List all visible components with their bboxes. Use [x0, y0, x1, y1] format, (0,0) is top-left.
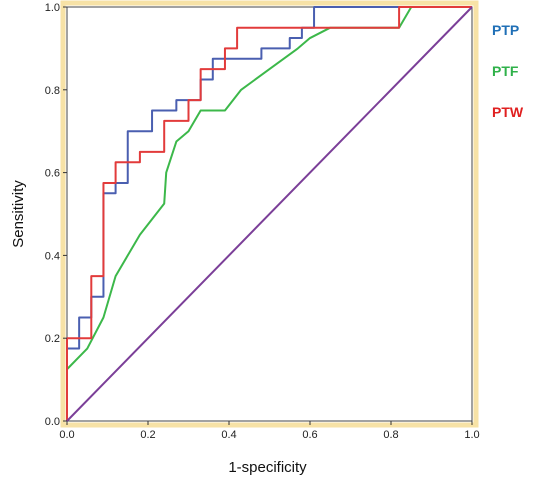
y-axis-title: Sensitivity	[10, 180, 27, 248]
y-tick-label: 1.0	[45, 2, 60, 14]
plot-frame	[60, 0, 479, 428]
legend-label-ptf: PTF	[492, 63, 519, 79]
x-tick-label: 0.2	[140, 429, 155, 441]
y-tick-label: 0.4	[45, 250, 60, 262]
legend-label-ptp: PTP	[492, 22, 519, 38]
y-tick-label: 0.0	[45, 416, 60, 428]
ptw-roc-line	[66, 6, 472, 421]
x-tick-label: 0.6	[302, 429, 317, 441]
y-tick-label: 0.6	[45, 168, 60, 180]
reference-diagonal-line	[66, 6, 473, 422]
y-tick-label: 0.2	[45, 333, 60, 345]
x-tick-label: 1.0	[464, 429, 479, 441]
x-tick-label: 0.0	[59, 429, 74, 441]
y-tick-label: 0.8	[45, 85, 60, 97]
legend-label-ptw: PTW	[492, 104, 524, 120]
x-tick-label: 0.8	[383, 429, 398, 441]
x-axis-title: 1-specificity	[228, 459, 307, 476]
x-tick-label: 0.4	[221, 429, 236, 441]
